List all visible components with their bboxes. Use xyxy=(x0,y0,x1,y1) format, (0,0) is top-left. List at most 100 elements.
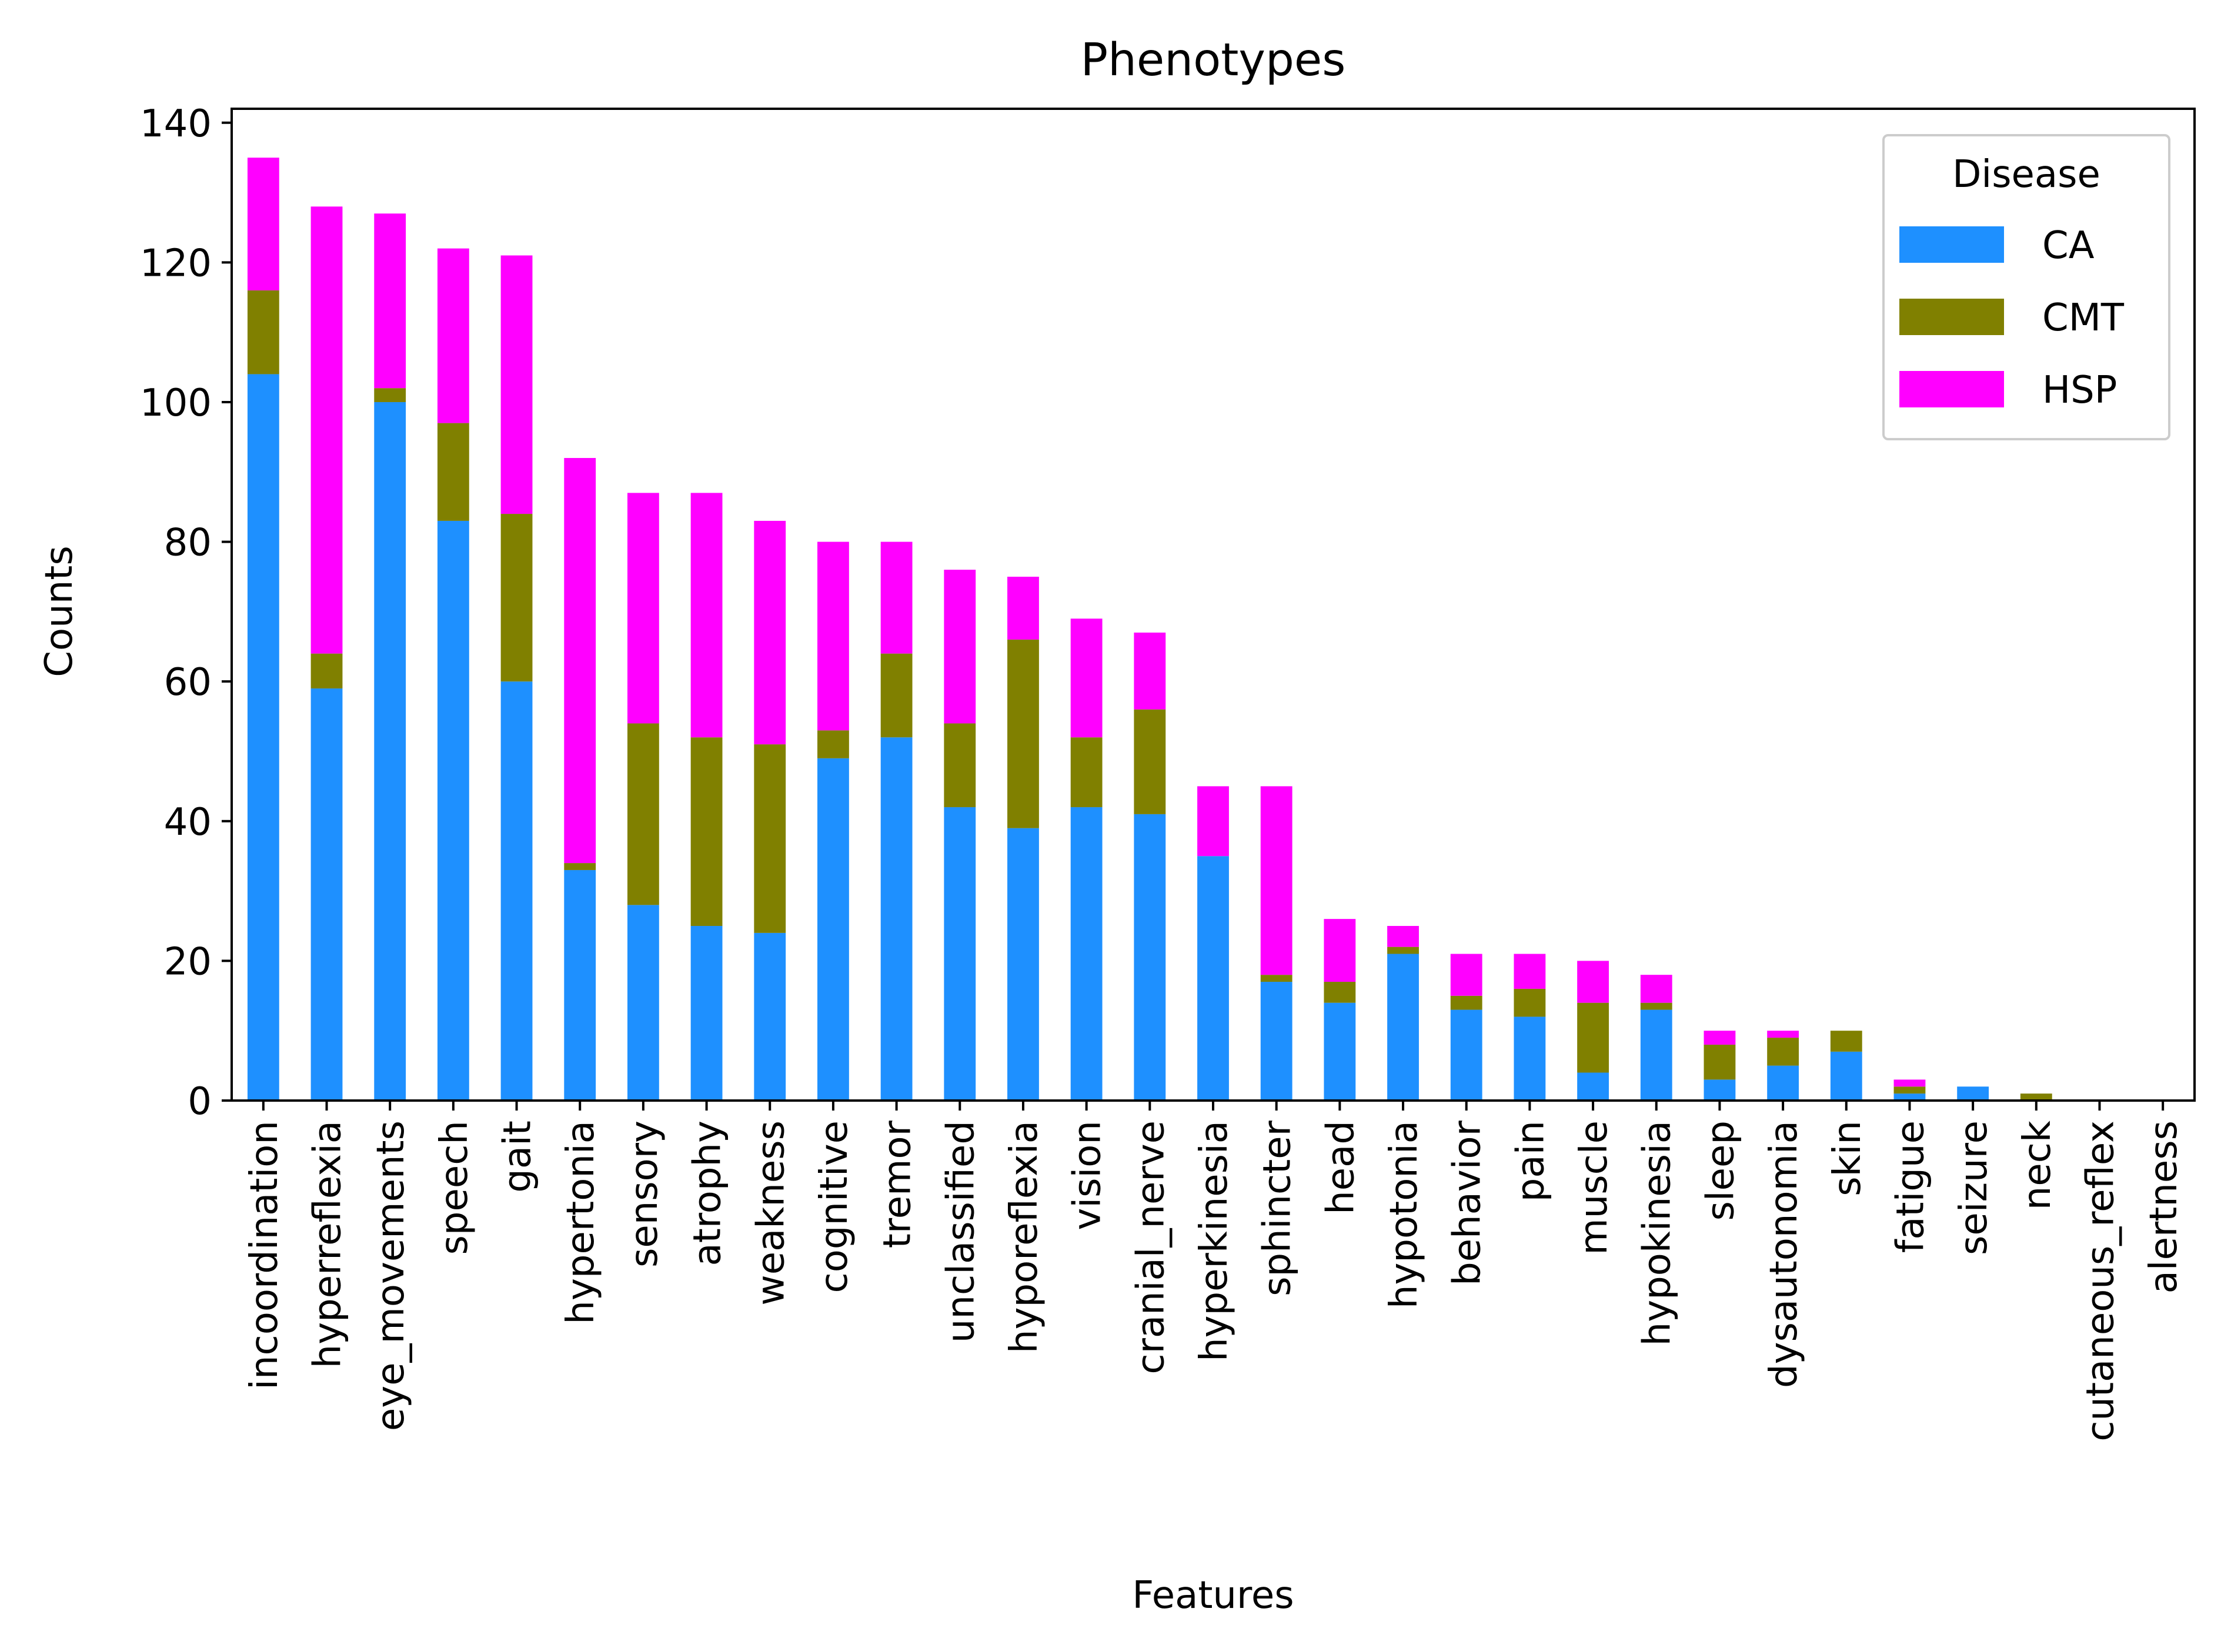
bar-skin-ca xyxy=(1830,1051,1862,1101)
bar-sensory-hsp xyxy=(627,493,659,724)
bar-hyporeflexia-ca xyxy=(1007,828,1039,1101)
bar-hypotonia-hsp xyxy=(1387,925,1419,947)
x-axis-ticks: incoordination hyperreflexia eye_movements… xyxy=(243,1101,2186,1442)
bar-gait-ca xyxy=(500,681,533,1101)
bar-muscle-hsp xyxy=(1577,961,1609,1003)
legend: Disease CA CMT HSP xyxy=(1882,134,2170,440)
legend-swatch-ca xyxy=(1899,226,2004,263)
x-tick-label-sleep: sleep xyxy=(1699,1121,1742,1221)
bar-muscle-cmt xyxy=(1577,1002,1609,1073)
x-tick-label-eye-movements: eye_movements xyxy=(369,1121,413,1431)
bar-cognitive-hsp xyxy=(817,541,849,731)
bar-hypertonia-ca xyxy=(564,870,596,1101)
legend-swatch-hsp xyxy=(1899,371,2004,407)
bar-incoordination-cmt xyxy=(247,290,279,374)
bar-head-hsp xyxy=(1324,919,1356,982)
bar-hypokinesia-cmt xyxy=(1640,1002,1672,1010)
x-tick-label-cognitive: cognitive xyxy=(813,1121,856,1293)
bar-vision-hsp xyxy=(1070,618,1103,738)
bar-dysautonomia-cmt xyxy=(1767,1038,1799,1066)
x-tick-label-seizure: seizure xyxy=(1952,1121,1996,1255)
x-tick-label-hyporeflexia: hyporeflexia xyxy=(1003,1121,1046,1353)
y-axis-label: Counts xyxy=(38,546,81,677)
bar-atrophy-ca xyxy=(690,925,723,1101)
bar-speech-hsp xyxy=(437,248,469,423)
bar-neck-cmt xyxy=(2020,1093,2052,1101)
bar-dysautonomia-ca xyxy=(1767,1065,1799,1101)
bar-eye-movements-cmt xyxy=(374,388,406,402)
bar-gait-hsp xyxy=(500,255,533,514)
bar-incoordination-hsp xyxy=(247,158,279,290)
bar-hypertonia-hsp xyxy=(564,458,596,864)
bar-skin-cmt xyxy=(1830,1031,1862,1052)
bar-dysautonomia-hsp xyxy=(1767,1031,1799,1038)
bar-weakness-cmt xyxy=(754,744,786,933)
x-tick-label-muscle: muscle xyxy=(1572,1121,1616,1255)
legend-frame xyxy=(1882,134,2170,440)
bar-atrophy-cmt xyxy=(690,737,723,926)
x-tick-label-incoordination: incoordination xyxy=(243,1121,286,1390)
x-tick-label-dysautonomia: dysautonomia xyxy=(1762,1121,1806,1388)
bar-hyperkinesia-ca xyxy=(1197,856,1229,1101)
bar-unclassified-ca xyxy=(944,807,976,1101)
bar-sphincter-hsp xyxy=(1260,786,1292,975)
bar-sensory-cmt xyxy=(627,723,659,905)
x-tick-label-head: head xyxy=(1319,1121,1362,1215)
bar-hypokinesia-hsp xyxy=(1640,975,1672,1003)
bar-hyperreflexia-ca xyxy=(310,688,343,1101)
bar-gait-cmt xyxy=(500,514,533,682)
x-axis-label: Features xyxy=(1132,1574,1294,1617)
x-tick-label-unclassified: unclassified xyxy=(939,1121,983,1343)
x-tick-label-skin: skin xyxy=(1826,1121,1869,1196)
chart-title: Phenotypes xyxy=(1081,34,1346,86)
x-tick-label-gait: gait xyxy=(496,1121,540,1193)
bar-unclassified-cmt xyxy=(944,723,976,808)
legend-label-cmt: CMT xyxy=(2042,296,2125,340)
bar-fatigue-ca xyxy=(1893,1093,1926,1101)
bar-tremor-ca xyxy=(880,737,913,1101)
legend-title: Disease xyxy=(1952,153,2100,196)
bar-hyperreflexia-cmt xyxy=(310,653,343,689)
bar-pain-hsp xyxy=(1514,954,1546,989)
bar-cranial-nerve-ca xyxy=(1134,814,1166,1101)
x-tick-label-atrophy: atrophy xyxy=(686,1121,730,1266)
bar-speech-cmt xyxy=(437,423,469,521)
y-tick-label-120: 120 xyxy=(140,242,212,285)
x-tick-label-speech: speech xyxy=(433,1121,476,1255)
x-tick-label-weakness: weakness xyxy=(749,1121,793,1306)
bar-pain-ca xyxy=(1514,1016,1546,1101)
x-tick-label-pain: pain xyxy=(1509,1121,1552,1202)
bar-sensory-ca xyxy=(627,905,659,1101)
bar-atrophy-hsp xyxy=(690,493,723,738)
bar-tremor-cmt xyxy=(880,653,913,738)
bar-hypertonia-cmt xyxy=(564,863,596,870)
bar-fatigue-cmt xyxy=(1893,1086,1926,1094)
y-tick-label-40: 40 xyxy=(164,801,212,844)
plot-frame xyxy=(231,108,2196,1102)
x-tick-label-cutaneous-reflex: cutaneous_reflex xyxy=(2079,1121,2122,1442)
y-tick-label-20: 20 xyxy=(164,940,212,984)
bar-cranial-nerve-hsp xyxy=(1134,633,1166,710)
bar-unclassified-hsp xyxy=(944,570,976,724)
x-tick-label-hyperkinesia: hyperkinesia xyxy=(1193,1121,1236,1362)
bar-behavior-hsp xyxy=(1450,954,1482,996)
legend-label-ca: CA xyxy=(2042,224,2095,267)
y-tick-label-60: 60 xyxy=(164,661,212,704)
bar-hyporeflexia-cmt xyxy=(1007,639,1039,828)
bar-sleep-hsp xyxy=(1704,1031,1736,1045)
x-tick-label-tremor: tremor xyxy=(876,1120,920,1248)
bar-eye-movements-ca xyxy=(374,402,406,1101)
x-tick-label-neck: neck xyxy=(2016,1121,2059,1210)
x-tick-label-sensory: sensory xyxy=(623,1121,666,1268)
x-tick-label-fatigue: fatigue xyxy=(1889,1121,1932,1253)
bar-sphincter-ca xyxy=(1260,982,1292,1101)
legend-label-hsp: HSP xyxy=(2042,369,2117,412)
bar-cognitive-cmt xyxy=(817,730,849,758)
bar-behavior-cmt xyxy=(1450,995,1482,1010)
x-tick-label-alertness: alertness xyxy=(2142,1121,2186,1293)
x-tick-label-behavior: behavior xyxy=(1446,1120,1489,1286)
y-tick-label-0: 0 xyxy=(188,1080,212,1123)
x-tick-label-sphincter: sphincter xyxy=(1256,1120,1300,1296)
bar-seizure-ca xyxy=(1957,1086,1989,1101)
